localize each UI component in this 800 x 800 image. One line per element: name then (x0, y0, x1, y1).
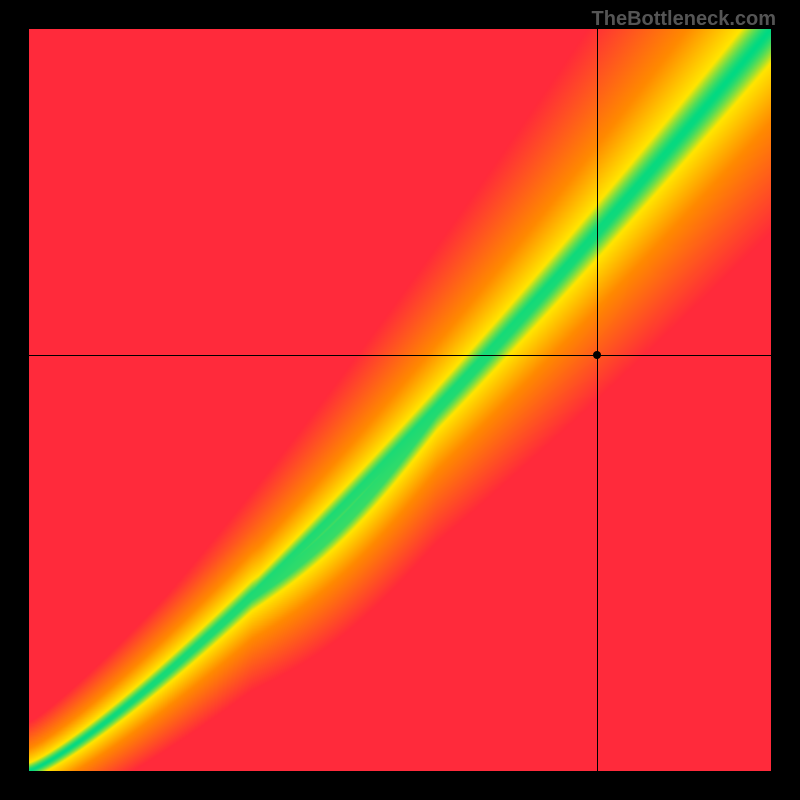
watermark-text: TheBottleneck.com (592, 8, 776, 31)
crosshair-horizontal (29, 355, 771, 356)
heatmap-canvas (29, 29, 771, 771)
plot-area (29, 29, 771, 771)
crosshair-point (593, 351, 601, 359)
page-root: TheBottleneck.com (0, 0, 800, 800)
crosshair-vertical (597, 29, 598, 771)
